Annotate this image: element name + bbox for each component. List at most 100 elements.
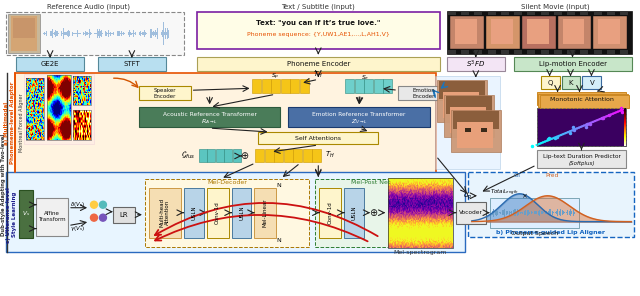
Bar (497, 211, 499, 215)
Text: $Total_{Length}$: $Total_{Length}$ (490, 188, 519, 198)
Bar (196, 12, 440, 49)
Bar (522, 212, 524, 214)
Bar (625, 145, 627, 146)
Bar (625, 111, 627, 112)
Bar (93, 27, 94, 41)
Bar (488, 50, 495, 54)
Bar (527, 11, 536, 15)
Text: Conv-1d: Conv-1d (328, 201, 333, 224)
Bar (133, 30, 134, 37)
Bar (300, 79, 309, 93)
Bar (531, 211, 532, 214)
Bar (625, 123, 627, 124)
Text: V: V (589, 80, 595, 86)
Bar (536, 150, 627, 168)
Bar (447, 57, 505, 71)
Bar (447, 11, 632, 54)
Bar (61, 31, 62, 36)
Bar (625, 140, 627, 141)
Text: USLN: USLN (239, 205, 244, 220)
Bar (496, 210, 497, 215)
Bar (99, 29, 100, 38)
Bar (490, 198, 579, 228)
Bar (143, 33, 144, 35)
Bar (85, 31, 86, 36)
Bar (625, 142, 627, 143)
Text: $\gamma(V_s)$: $\gamma(V_s)$ (70, 224, 85, 233)
Bar (493, 209, 494, 217)
Bar (232, 149, 241, 162)
Bar (138, 32, 140, 35)
Bar (574, 212, 575, 214)
Bar (95, 33, 96, 34)
Bar (513, 210, 514, 215)
Bar (167, 28, 168, 38)
Text: $\mathcal{G}_{fus}$: $\mathcal{G}_{fus}$ (182, 149, 196, 161)
Bar (73, 76, 91, 105)
Text: Mel-Linear: Mel-Linear (263, 198, 268, 227)
Bar (43, 33, 44, 34)
Bar (625, 132, 627, 133)
Bar (536, 211, 538, 214)
Bar (151, 29, 152, 38)
Bar (529, 212, 531, 214)
Bar (448, 11, 456, 15)
Bar (165, 28, 166, 39)
Bar (98, 31, 99, 36)
Text: Phoneme Encoder: Phoneme Encoder (287, 61, 350, 67)
Bar (557, 16, 591, 49)
Bar (439, 81, 484, 99)
Bar (163, 22, 164, 45)
Bar (510, 212, 511, 213)
Bar (525, 210, 526, 215)
Bar (145, 33, 146, 35)
Text: $d_p$: $d_p$ (463, 190, 472, 202)
Bar (625, 122, 627, 123)
Bar (625, 141, 627, 142)
Bar (91, 33, 92, 34)
Bar (169, 30, 170, 37)
Bar (124, 33, 125, 34)
Bar (514, 209, 515, 216)
Bar (514, 11, 522, 15)
Bar (625, 126, 627, 127)
Bar (625, 143, 627, 144)
Bar (461, 50, 469, 54)
Bar (546, 211, 547, 214)
Bar (500, 212, 501, 214)
Bar (125, 31, 126, 36)
Bar (501, 50, 509, 54)
Bar (446, 96, 492, 114)
Bar (253, 79, 262, 93)
Bar (491, 19, 513, 44)
Bar (74, 33, 75, 34)
Bar (557, 209, 558, 216)
Bar (457, 122, 493, 148)
Text: $\times$: $\times$ (521, 192, 528, 200)
Bar (625, 110, 627, 111)
Text: Mel-spectrogram: Mel-spectrogram (394, 250, 447, 255)
Text: K: K (569, 80, 573, 86)
Bar (567, 210, 568, 215)
Bar (72, 32, 73, 36)
Bar (448, 50, 456, 54)
Bar (564, 212, 565, 213)
Bar (119, 31, 120, 36)
Bar (108, 30, 109, 37)
Bar (552, 211, 553, 215)
Bar (444, 95, 493, 137)
Bar (155, 30, 156, 37)
Bar (171, 33, 172, 34)
Bar (492, 210, 493, 215)
Bar (625, 118, 627, 119)
Bar (456, 202, 486, 224)
Bar (582, 76, 602, 89)
Bar (474, 50, 483, 54)
Bar (598, 19, 620, 44)
Bar (467, 98, 473, 102)
Bar (47, 75, 71, 140)
Bar (625, 144, 627, 145)
Bar (140, 31, 141, 36)
Bar (66, 32, 67, 35)
Text: Conv-1d: Conv-1d (215, 201, 220, 224)
